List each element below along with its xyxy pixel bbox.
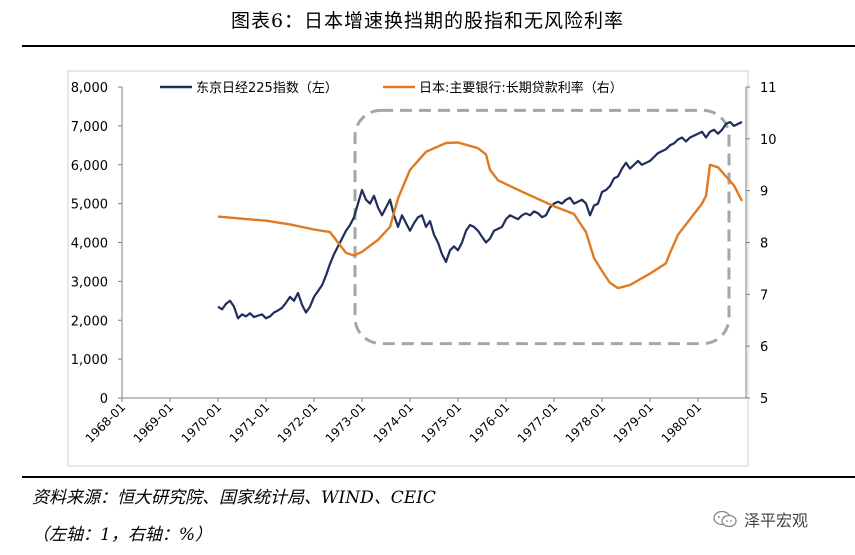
x-tick-label: 1977-01 xyxy=(515,400,560,445)
page-title: 图表6：日本增速换挡期的股指和无风险利率 xyxy=(230,10,625,32)
x-tick-label: 1970-01 xyxy=(179,400,224,445)
x-tick-label: 1968-01 xyxy=(83,400,128,445)
y-left-tick-label: 5,000 xyxy=(71,198,108,213)
chart-frame xyxy=(67,70,749,467)
legend-label: 日本:主要银行:长期贷款利率（右） xyxy=(419,80,623,96)
x-tick-label: 1974-01 xyxy=(371,400,416,445)
brand: 泽平宏观 xyxy=(712,507,808,531)
series-line-nikkei xyxy=(217,120,743,320)
y-left-tick-label: 1,000 xyxy=(71,353,108,368)
x-tick-label: 1979-01 xyxy=(611,400,656,445)
x-tick-label: 1980-01 xyxy=(659,400,704,445)
title-rule xyxy=(22,45,855,47)
y-right-tick-label: 5 xyxy=(760,392,768,407)
chart: 0 1,000 2,000 3,000 4,000 5,000 6,000 7,000 8,00… xyxy=(67,70,777,467)
axes-unit-note: （左轴：1，右轴：%） xyxy=(32,525,212,545)
highlight-box xyxy=(353,108,731,346)
y-left-tick-label: 2,000 xyxy=(71,314,108,329)
y-left-tick-label: 3,000 xyxy=(71,275,108,290)
brand-name: 泽平宏观 xyxy=(744,511,809,530)
y-right-tick-label: 9 xyxy=(760,185,768,200)
wechat-icon xyxy=(713,510,737,528)
y-right-tick-label: 11 xyxy=(760,81,777,96)
y-left-tick-label: 4,000 xyxy=(71,237,108,252)
x-tick-label: 1978-01 xyxy=(563,400,608,445)
x-tick-label: 1971-01 xyxy=(227,400,272,445)
y-right-tick-label: 7 xyxy=(760,288,768,303)
y-right-tick-label: 6 xyxy=(760,340,768,355)
x-tick-label: 1969-01 xyxy=(131,400,176,445)
x-tick-label: 1972-01 xyxy=(275,400,320,445)
source-rule xyxy=(22,476,855,478)
y-left-tick-label: 7,000 xyxy=(71,120,108,135)
legend-label: 东京日经225指数（左） xyxy=(196,81,338,96)
y-right-tick-label: 10 xyxy=(760,133,777,148)
y-right-tick-label: 8 xyxy=(760,237,768,252)
series-line-loan-rate xyxy=(217,141,744,290)
x-tick-label: 1976-01 xyxy=(467,400,512,445)
y-left-tick-label: 0 xyxy=(100,392,108,407)
source-note: 资料来源：恒大研究院、国家统计局、WIND、CEIC xyxy=(32,488,436,508)
x-tick-label: 1975-01 xyxy=(419,400,464,445)
y-left-tick-label: 6,000 xyxy=(71,159,108,174)
x-tick-label: 1973-01 xyxy=(323,400,368,445)
y-left-tick-label: 8,000 xyxy=(71,81,108,96)
